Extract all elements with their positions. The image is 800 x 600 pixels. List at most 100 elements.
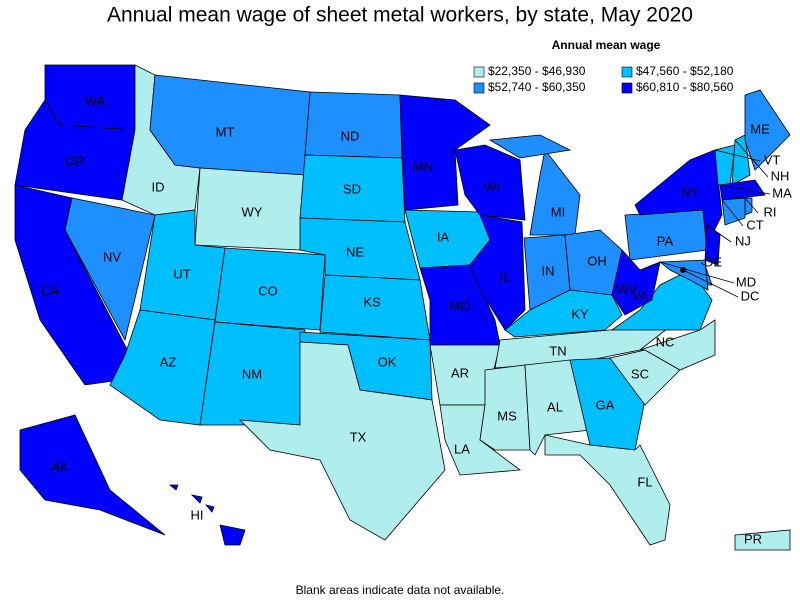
leader-line: [734, 139, 769, 178]
state-label: MO: [450, 298, 471, 313]
state-shape: [304, 91, 403, 159]
state-shape: [454, 144, 526, 221]
state-label: WA: [85, 93, 106, 108]
legend-label: $47,560 - $52,180: [636, 64, 734, 78]
state-shape: [744, 89, 791, 171]
legend-swatch: [621, 66, 633, 78]
leader-line: [719, 184, 771, 195]
state-label: FL: [637, 474, 652, 489]
state-label: MA: [772, 185, 792, 200]
state-label: MT: [216, 124, 235, 139]
state-label: VT: [764, 152, 781, 167]
state-label: RI: [764, 204, 777, 219]
state-shape: [64, 197, 156, 342]
state-shape: [219, 524, 246, 546]
state-label: DC: [741, 288, 760, 303]
state-shape: [190, 494, 203, 504]
state-shape: [238, 341, 446, 541]
legend-swatch: [621, 82, 633, 94]
state-shape: [569, 357, 646, 451]
state-label: LA: [454, 441, 470, 456]
state-label: SC: [631, 366, 649, 381]
state-labels: WA OR CA NV ID MT WY UT CO AZ NM ND SD NE KS OK TX MN IA MO…: [41, 93, 792, 546]
state-label: NC: [656, 334, 675, 349]
state-label: CT: [746, 217, 763, 232]
state-label: GA: [596, 397, 615, 412]
state-label: PA: [657, 233, 674, 248]
state-shape: [731, 134, 751, 186]
state-shape: [168, 484, 179, 491]
leader-line: [744, 197, 759, 214]
state-label: MI: [551, 204, 565, 219]
footnote: Blank areas indicate data not available.: [296, 583, 505, 597]
state-label: NE: [346, 244, 364, 259]
legend-label: $22,350 - $46,930: [488, 64, 586, 78]
state-label: ND: [341, 128, 360, 143]
state-label: WI: [484, 179, 500, 194]
state-label: PR: [744, 531, 762, 546]
state-label: UT: [173, 266, 190, 281]
state-shape: [504, 289, 623, 338]
state-label: CO: [258, 283, 278, 298]
state-label: MN: [413, 159, 433, 174]
legend: $22,350 - $46,930 $47,560 - $52,180 $52,74…: [473, 64, 734, 94]
state-label: ME: [750, 121, 770, 136]
state-label: AK: [51, 459, 69, 474]
state-label: TN: [549, 343, 566, 358]
state-label: TX: [350, 429, 367, 444]
state-shape: [529, 149, 581, 236]
state-shape: [19, 414, 166, 536]
state-label: AZ: [160, 354, 177, 369]
state-label: NY: [681, 184, 699, 199]
state-label: WV: [617, 281, 638, 296]
state-label: OH: [587, 253, 607, 268]
state-label: SD: [343, 181, 361, 196]
legend-title: Annual mean wage: [552, 38, 661, 52]
state-label: NV: [103, 249, 121, 264]
state-label: AR: [451, 365, 469, 380]
state-label: OR: [65, 153, 85, 168]
state-shape: [704, 224, 721, 266]
state-label: IA: [437, 229, 450, 244]
leader-line: [659, 261, 735, 284]
leader-line: [700, 262, 706, 266]
state-label: VA: [632, 288, 649, 303]
state-shape: [658, 259, 709, 291]
legend-swatch: [473, 82, 485, 94]
state-shape: [109, 309, 216, 426]
state-shape: [719, 179, 766, 201]
state-shape: [204, 504, 215, 513]
state-label: KY: [571, 306, 589, 321]
states: [14, 64, 791, 551]
state-label: NJ: [735, 233, 751, 248]
state-label: ID: [152, 179, 165, 194]
state-label: AL: [547, 399, 563, 414]
state-label: IL: [500, 269, 511, 284]
state-label: OK: [378, 354, 397, 369]
state-label: WY: [242, 204, 263, 219]
leader-line: [721, 199, 744, 227]
state-label: NH: [771, 168, 790, 183]
state-label: IN: [542, 263, 555, 278]
map-title: Annual mean wage of sheet metal workers,…: [107, 4, 693, 27]
state-label: CA: [41, 283, 59, 298]
legend-label: $60,810 - $80,560: [636, 80, 734, 94]
state-shape: [488, 134, 572, 159]
state-label: MS: [497, 408, 517, 423]
leader-line: [682, 269, 739, 298]
state-label: KS: [363, 294, 381, 309]
state-shape: [544, 434, 671, 546]
leader-line: [706, 224, 732, 243]
state-label: MD: [736, 274, 756, 289]
state-shape: [721, 197, 746, 226]
state-shape: [469, 214, 526, 331]
state-shape: [744, 197, 753, 216]
legend-label: $52,740 - $60,350: [488, 80, 586, 94]
state-shape: [734, 529, 791, 551]
state-label: HI: [191, 507, 204, 522]
state-label: NM: [242, 366, 262, 381]
legend-swatch: [473, 66, 485, 78]
state-label: DE: [704, 254, 722, 269]
